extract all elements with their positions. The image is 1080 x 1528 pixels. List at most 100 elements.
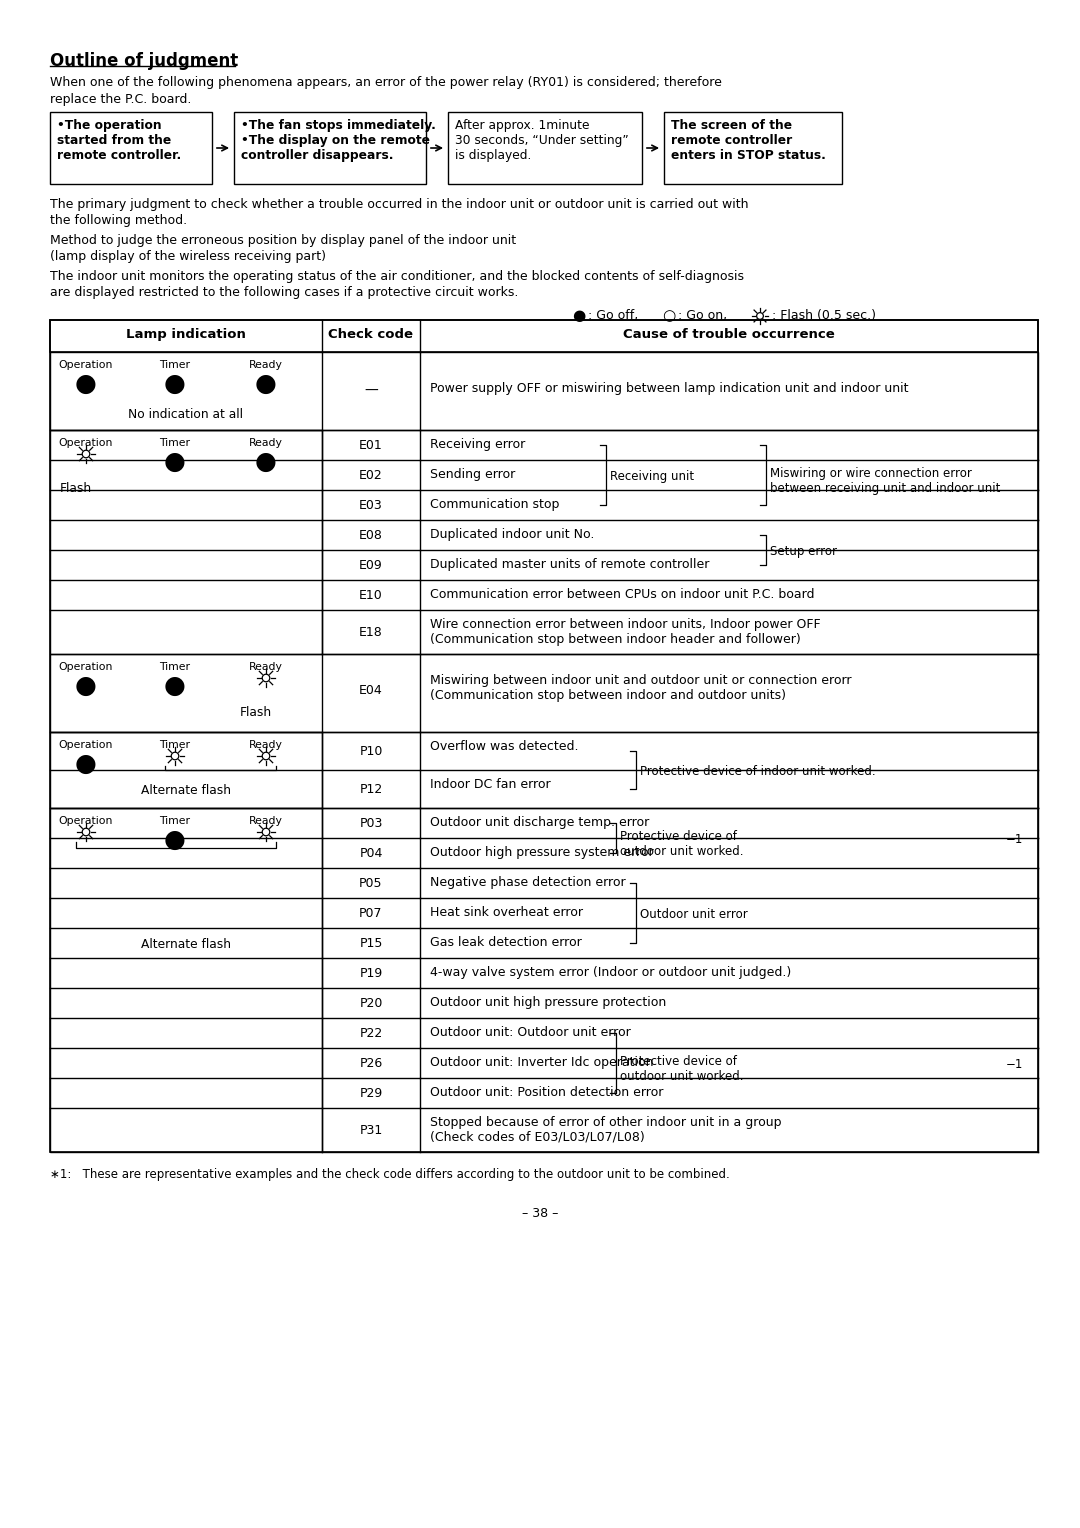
- Text: ∗1:   These are representative examples and the check code differs according to : ∗1: These are representative examples an…: [50, 1167, 730, 1181]
- Text: ●: ●: [164, 828, 186, 853]
- Text: −1: −1: [1005, 1057, 1024, 1071]
- Bar: [50, 351, 1038, 429]
- Text: After approx. 1minute
30 seconds, “Under setting”
is displayed.: After approx. 1minute 30 seconds, “Under…: [455, 119, 629, 162]
- Text: E04: E04: [360, 685, 383, 697]
- Text: : Go off,: : Go off,: [588, 309, 638, 322]
- Text: ●: ●: [76, 752, 97, 776]
- Bar: [50, 732, 322, 808]
- Text: Method to judge the erroneous position by display panel of the indoor unit: Method to judge the erroneous position b…: [50, 234, 516, 248]
- Text: Wire connection error between indoor units, Indoor power OFF
(Communication stop: Wire connection error between indoor uni…: [430, 617, 821, 646]
- Text: E18: E18: [360, 626, 383, 639]
- Text: Stopped because of error of other indoor unit in a group
(Check codes of E03/L03: Stopped because of error of other indoor…: [430, 1115, 782, 1144]
- Text: (lamp display of the wireless receiving part): (lamp display of the wireless receiving …: [50, 251, 326, 263]
- Text: Ready: Ready: [249, 740, 283, 750]
- Text: Cause of trouble occurrence: Cause of trouble occurrence: [623, 329, 835, 341]
- Text: : Flash (0.5 sec.): : Flash (0.5 sec.): [772, 309, 876, 322]
- Text: Protective device of
outdoor unit worked.: Protective device of outdoor unit worked…: [620, 830, 743, 859]
- Text: Sending error: Sending error: [430, 468, 515, 481]
- Text: Flash: Flash: [240, 706, 272, 720]
- Bar: [50, 808, 322, 1152]
- Text: Duplicated indoor unit No.: Duplicated indoor unit No.: [430, 529, 594, 541]
- Text: •The operation
started from the
remote controller.: •The operation started from the remote c…: [57, 119, 181, 162]
- Text: 4-way valve system error (Indoor or outdoor unit judged.): 4-way valve system error (Indoor or outd…: [430, 966, 792, 979]
- Bar: [234, 112, 426, 183]
- Text: Ready: Ready: [249, 361, 283, 370]
- Text: Alternate flash: Alternate flash: [141, 784, 231, 798]
- Text: P04: P04: [360, 847, 382, 860]
- Text: ●: ●: [572, 309, 585, 322]
- Text: Gas leak detection error: Gas leak detection error: [430, 937, 582, 949]
- Text: are displayed restricted to the following cases if a protective circuit works.: are displayed restricted to the followin…: [50, 286, 518, 299]
- Text: E09: E09: [360, 559, 383, 571]
- Text: P03: P03: [360, 817, 382, 830]
- Text: ●: ●: [164, 371, 186, 396]
- Text: E02: E02: [360, 469, 383, 481]
- Text: E10: E10: [360, 588, 383, 602]
- Text: The indoor unit monitors the operating status of the air conditioner, and the bl: The indoor unit monitors the operating s…: [50, 270, 744, 283]
- Text: Outdoor unit: Outdoor unit error: Outdoor unit: Outdoor unit error: [430, 1025, 631, 1039]
- Text: Outdoor unit error: Outdoor unit error: [640, 908, 747, 921]
- Text: Operation: Operation: [58, 740, 113, 750]
- Text: ●: ●: [164, 674, 186, 698]
- Text: Outdoor unit high pressure protection: Outdoor unit high pressure protection: [430, 996, 666, 1008]
- Text: —: —: [364, 384, 378, 397]
- Text: Outdoor unit discharge temp. error: Outdoor unit discharge temp. error: [430, 816, 649, 830]
- Text: Outline of judgment: Outline of judgment: [50, 52, 239, 70]
- Text: P05: P05: [360, 877, 382, 889]
- Text: P10: P10: [360, 746, 382, 758]
- Text: Check code: Check code: [328, 329, 414, 341]
- Text: Setup error: Setup error: [770, 545, 837, 558]
- Text: : Go on,: : Go on,: [678, 309, 727, 322]
- Text: −1: −1: [1005, 833, 1024, 847]
- Text: Outdoor unit: Position detection error: Outdoor unit: Position detection error: [430, 1086, 663, 1099]
- Text: Miswiring between indoor unit and outdoor unit or connection erorr
(Communicatio: Miswiring between indoor unit and outdoo…: [430, 674, 851, 701]
- Text: Duplicated master units of remote controller: Duplicated master units of remote contro…: [430, 558, 710, 571]
- Bar: [448, 112, 642, 183]
- Text: P07: P07: [360, 908, 382, 920]
- Text: ●: ●: [76, 674, 97, 698]
- Text: Ready: Ready: [249, 662, 283, 672]
- Text: ○: ○: [662, 309, 675, 322]
- Text: Communication error between CPUs on indoor unit P.C. board: Communication error between CPUs on indo…: [430, 588, 814, 601]
- Text: replace the P.C. board.: replace the P.C. board.: [50, 93, 191, 105]
- Text: P26: P26: [360, 1057, 382, 1070]
- Text: Timer: Timer: [160, 439, 190, 448]
- Text: Lamp indication: Lamp indication: [126, 329, 246, 341]
- Text: ●: ●: [164, 451, 186, 474]
- Text: When one of the following phenomena appears, an error of the power relay (RY01) : When one of the following phenomena appe…: [50, 76, 721, 89]
- Text: Timer: Timer: [160, 816, 190, 827]
- Text: E08: E08: [359, 529, 383, 542]
- Text: P12: P12: [360, 782, 382, 796]
- Text: Ready: Ready: [249, 816, 283, 827]
- Text: the following method.: the following method.: [50, 214, 187, 228]
- Text: No indication at all: No indication at all: [129, 408, 243, 422]
- Text: P19: P19: [360, 967, 382, 979]
- Bar: [50, 429, 322, 654]
- Text: Indoor DC fan error: Indoor DC fan error: [430, 778, 551, 792]
- Text: Ready: Ready: [249, 439, 283, 448]
- Text: Operation: Operation: [58, 662, 113, 672]
- Text: E03: E03: [360, 500, 383, 512]
- Text: P29: P29: [360, 1086, 382, 1100]
- Text: Miswiring or wire connection error
between receiving unit and indoor unit: Miswiring or wire connection error betwe…: [770, 468, 1000, 495]
- Text: •The fan stops immediately.
•The display on the remote
controller disappears.: •The fan stops immediately. •The display…: [241, 119, 436, 162]
- Text: Receiving error: Receiving error: [430, 439, 525, 451]
- Text: E01: E01: [360, 439, 383, 452]
- Bar: [664, 112, 842, 183]
- Text: Operation: Operation: [58, 361, 113, 370]
- Text: ●: ●: [255, 451, 276, 474]
- Text: Power supply OFF or miswiring between lamp indication unit and indoor unit: Power supply OFF or miswiring between la…: [430, 382, 908, 396]
- Text: ●: ●: [255, 371, 276, 396]
- Text: Timer: Timer: [160, 740, 190, 750]
- Text: Communication stop: Communication stop: [430, 498, 559, 510]
- Text: Overflow was detected.: Overflow was detected.: [430, 740, 579, 753]
- Text: Protective device of indoor unit worked.: Protective device of indoor unit worked.: [640, 766, 876, 778]
- Text: Heat sink overheat error: Heat sink overheat error: [430, 906, 583, 918]
- Text: Receiving unit: Receiving unit: [610, 471, 694, 483]
- Text: Protective device of
outdoor unit worked.: Protective device of outdoor unit worked…: [620, 1054, 743, 1083]
- Text: Outdoor high pressure system error: Outdoor high pressure system error: [430, 847, 653, 859]
- Text: Timer: Timer: [160, 662, 190, 672]
- Text: P20: P20: [360, 996, 382, 1010]
- Text: The screen of the
remote controller
enters in STOP status.: The screen of the remote controller ente…: [671, 119, 826, 162]
- Text: Outdoor unit: Inverter Idc operation: Outdoor unit: Inverter Idc operation: [430, 1056, 653, 1070]
